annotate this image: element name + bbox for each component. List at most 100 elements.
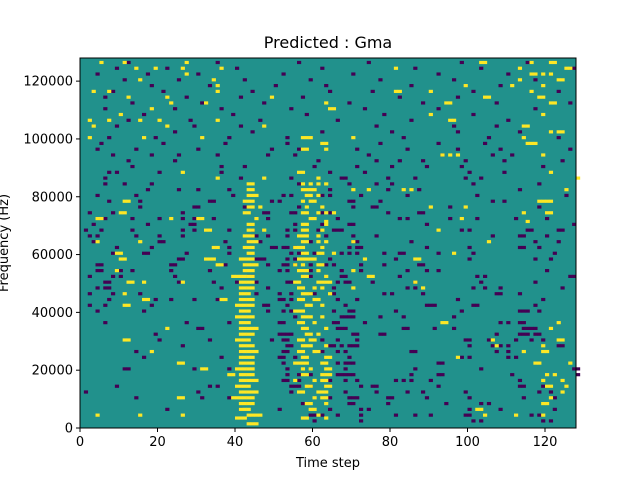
heatmap-cell-low xyxy=(347,101,352,105)
heatmap-cell-low xyxy=(87,292,92,296)
heatmap-cell-low xyxy=(196,326,201,331)
heatmap-cell-high xyxy=(235,303,240,307)
heatmap-cell-high xyxy=(238,396,244,400)
heatmap-cell-high xyxy=(440,321,445,325)
heatmap-cell-high xyxy=(231,274,236,278)
heatmap-cell-low xyxy=(176,280,182,284)
heatmap-cell-low xyxy=(293,355,298,359)
heatmap-cell-high xyxy=(219,263,224,267)
heatmap-cell-high xyxy=(304,257,309,261)
heatmap-cell-high xyxy=(421,286,426,290)
heatmap-cell-low xyxy=(502,170,507,174)
heatmap-cell-high xyxy=(149,349,154,354)
heatmap-cell-high xyxy=(246,355,251,359)
heatmap-cell-low xyxy=(409,378,414,383)
heatmap-cell-low xyxy=(490,344,495,348)
heatmap-cell-low xyxy=(200,101,205,105)
heatmap-cell-high xyxy=(444,321,449,325)
heatmap-cell-high xyxy=(250,205,255,209)
heatmap-cell-low xyxy=(374,205,379,209)
heatmap-cell-low xyxy=(370,205,375,209)
heatmap-cell-high xyxy=(300,222,306,226)
heatmap-cell-low xyxy=(91,222,96,226)
heatmap-cell-high xyxy=(246,292,251,296)
heatmap-cell-low xyxy=(188,118,193,122)
heatmap-cell-low xyxy=(219,355,224,359)
heatmap-cell-high xyxy=(300,338,306,342)
heatmap-cell-low xyxy=(223,141,228,146)
heatmap-cell-high xyxy=(304,384,309,388)
heatmap-cell-low xyxy=(95,234,100,238)
heatmap-cell-high xyxy=(238,321,244,325)
heatmap-cell-high xyxy=(413,257,418,261)
heatmap-cell-low xyxy=(227,188,232,192)
heatmap-cell-low xyxy=(541,419,546,423)
heatmap-cell-low xyxy=(533,257,538,261)
heatmap-cell-high xyxy=(300,228,306,232)
heatmap-cell-low xyxy=(417,188,422,192)
heatmap-cell-high xyxy=(246,188,251,192)
heatmap-cell-high xyxy=(246,349,251,354)
heatmap-cell-high xyxy=(238,303,244,307)
x-tick-label: 60 xyxy=(304,435,321,450)
heatmap-cell-high xyxy=(320,286,325,290)
heatmap-cell-low xyxy=(413,413,418,417)
heatmap-cell-high xyxy=(308,338,313,342)
heatmap-cell-low xyxy=(347,315,352,319)
heatmap-cell-low xyxy=(87,274,92,278)
heatmap-cell-low xyxy=(343,390,348,394)
heatmap-cell-high xyxy=(440,153,445,157)
heatmap-cell-low xyxy=(180,344,185,348)
heatmap-cell-low xyxy=(235,66,240,70)
heatmap-cell-high xyxy=(107,89,112,93)
heatmap-cell-low xyxy=(285,269,290,273)
heatmap-cell-high xyxy=(304,401,309,406)
heatmap-cell-high xyxy=(246,384,251,388)
heatmap-cell-high xyxy=(142,280,147,284)
heatmap-cell-high xyxy=(114,269,120,273)
heatmap-cell-high xyxy=(304,416,309,420)
heatmap-cell-low xyxy=(362,321,368,325)
heatmap-cell-high xyxy=(242,257,247,261)
heatmap-cell-high xyxy=(262,228,267,232)
heatmap-cell-high xyxy=(254,326,259,331)
heatmap-cell-low xyxy=(529,326,534,331)
heatmap-cell-high xyxy=(324,390,329,394)
heatmap-cell-low xyxy=(405,147,410,151)
heatmap-cell-high xyxy=(308,216,313,221)
heatmap-cell-low xyxy=(475,303,480,307)
heatmap-cell-low xyxy=(293,257,298,261)
heatmap-cell-low xyxy=(463,390,468,394)
heatmap-cell-low xyxy=(145,222,151,226)
heatmap-cell-high xyxy=(242,274,247,278)
heatmap-cell-high xyxy=(483,95,488,99)
heatmap-cell-high xyxy=(304,269,309,273)
heatmap-cell-low xyxy=(87,234,92,238)
heatmap-cell-low xyxy=(537,332,542,336)
heatmap-cell-low xyxy=(157,234,162,238)
heatmap-cell-high xyxy=(300,349,306,354)
heatmap-cell-high xyxy=(324,367,329,371)
heatmap-cell-low xyxy=(250,89,255,93)
heatmap-cell-low xyxy=(107,136,112,140)
heatmap-cell-low xyxy=(316,228,321,232)
heatmap-cell-low xyxy=(517,292,523,296)
heatmap-cell-high xyxy=(246,321,251,325)
heatmap-cell-high xyxy=(308,257,313,261)
heatmap-cell-high xyxy=(328,373,333,377)
heatmap-cell-low xyxy=(297,251,302,255)
heatmap-cell-low xyxy=(351,234,356,238)
heatmap-cell-high xyxy=(312,349,317,354)
heatmap-cell-low xyxy=(401,378,406,383)
heatmap-cell-low xyxy=(463,159,468,163)
heatmap-cell-low xyxy=(297,373,302,377)
heatmap-cell-high xyxy=(118,257,123,261)
heatmap-cell-high xyxy=(238,292,244,296)
heatmap-cell-high xyxy=(529,72,534,76)
heatmap-cell-high xyxy=(246,257,251,261)
heatmap-cell-high xyxy=(328,107,333,111)
heatmap-cell-low xyxy=(173,274,178,278)
heatmap-cell-high xyxy=(312,286,317,290)
heatmap-cell-high xyxy=(254,193,259,198)
heatmap-cell-low xyxy=(281,297,286,302)
